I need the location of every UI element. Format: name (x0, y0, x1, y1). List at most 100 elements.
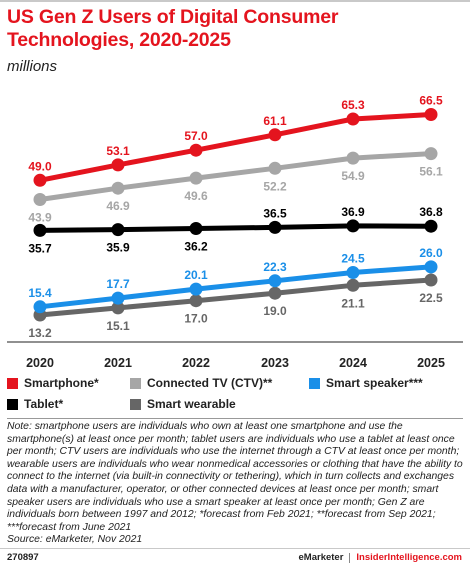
legend-swatch-smart-wearable (130, 398, 141, 410)
data-point-smart-speaker-2022 (189, 282, 203, 296)
legend: Smartphone* Connected TV (CTV)** Smart s… (7, 376, 467, 416)
data-label-connected-tv-ctv-2025: 56.1 (419, 165, 443, 179)
legend-swatch-smartphone (7, 377, 18, 389)
data-label-smart-wearable-2022: 17.0 (184, 312, 208, 326)
data-label-tablet-2020: 35.7 (28, 241, 52, 255)
series-line-smart-wearable (37, 277, 434, 318)
legend-label-smartphone: Smartphone* (24, 376, 99, 390)
data-point-smart-speaker-2023 (268, 274, 282, 288)
data-point-connected-tv-ctv-2024 (346, 151, 360, 165)
legend-label-connected-tv: Connected TV (CTV)** (147, 376, 273, 390)
series-line-tablet (37, 223, 434, 233)
data-label-smart-speaker-2020: 15.4 (28, 286, 52, 300)
chart-subtitle: millions (7, 58, 58, 75)
data-point-smartphone-2023 (268, 128, 282, 142)
data-point-tablet-2023 (268, 220, 282, 234)
chart-title: US Gen Z Users of Digital Consumer Techn… (7, 6, 339, 51)
brand-emarketer: eMarketer (298, 552, 344, 563)
data-point-tablet-2025 (424, 219, 438, 233)
data-label-smartphone-2022: 57.0 (184, 129, 208, 143)
data-label-connected-tv-ctv-2022: 49.6 (184, 189, 208, 203)
x-tick-label-2024: 2024 (339, 356, 367, 370)
data-point-tablet-2021 (111, 223, 125, 237)
data-point-connected-tv-ctv-2025 (424, 147, 438, 161)
data-point-tablet-2022 (189, 222, 203, 235)
legend-swatch-tablet (7, 398, 18, 410)
data-point-smartphone-2020 (33, 173, 47, 187)
data-label-connected-tv-ctv-2023: 52.2 (263, 179, 287, 193)
data-label-smart-wearable-2024: 21.1 (341, 296, 365, 310)
notes-block: Note: smartphone users are individuals w… (7, 421, 467, 547)
data-point-tablet-2020 (33, 223, 47, 237)
chart-source: Source: eMarketer, Nov 2021 (7, 534, 143, 546)
data-point-smart-wearable-2021 (111, 301, 125, 315)
data-label-smartphone-2021: 53.1 (106, 144, 130, 158)
data-label-smartphone-2024: 65.3 (341, 98, 365, 112)
legend-item-smart-speaker: Smart speaker*** (309, 376, 423, 390)
legend-item-smartphone: Smartphone* (7, 376, 99, 390)
legend-swatch-connected-tv (130, 377, 141, 389)
data-point-smart-speaker-2025 (424, 260, 438, 274)
legend-label-smart-wearable: Smart wearable (147, 397, 236, 411)
brand-insider-intelligence: InsiderIntelligence.com (356, 552, 462, 563)
x-tick-label-2020: 2020 (26, 356, 54, 370)
notes-divider (7, 418, 463, 419)
data-point-connected-tv-ctv-2023 (268, 161, 282, 175)
data-point-smartphone-2022 (189, 143, 203, 157)
series-line-connected-tv-ctv (37, 151, 434, 202)
data-label-tablet-2022: 36.2 (184, 240, 208, 254)
data-label-smart-wearable-2021: 15.1 (106, 319, 130, 333)
series-line-smartphone (37, 112, 434, 183)
x-tick-label-2022: 2022 (182, 356, 210, 370)
data-point-smart-wearable-2025 (424, 273, 438, 287)
data-label-tablet-2025: 36.8 (419, 205, 443, 219)
top-rule (0, 0, 470, 2)
brand-separator (349, 552, 351, 563)
data-point-smartphone-2025 (424, 108, 438, 121)
series-line-smart-speaker (37, 264, 434, 310)
line-chart: 49.0 53.1 57.0 61.1 65.3 66.5 43.9 46.9 49.6 52.2… (7, 94, 463, 370)
footer-brand: eMarketer InsiderIntelligence.com (299, 552, 462, 563)
data-label-tablet-2023: 36.5 (263, 206, 287, 220)
data-point-connected-tv-ctv-2020 (33, 193, 47, 206)
data-point-connected-tv-ctv-2021 (111, 181, 125, 195)
data-label-smart-wearable-2023: 19.0 (263, 304, 287, 318)
chart-note: Note: smartphone users are individuals w… (7, 421, 463, 533)
data-label-smart-speaker-2024: 24.5 (341, 252, 365, 266)
data-point-smart-wearable-2022 (189, 294, 203, 308)
legend-item-smart-wearable: Smart wearable (130, 397, 236, 411)
data-label-smartphone-2025: 66.5 (419, 94, 443, 108)
x-tick-label-2025: 2025 (417, 356, 445, 370)
data-label-smart-wearable-2025: 22.5 (419, 291, 443, 305)
legend-swatch-smart-speaker (309, 377, 320, 389)
data-label-smart-speaker-2021: 17.7 (106, 277, 130, 291)
legend-label-tablet: Tablet* (24, 397, 64, 411)
data-label-smart-speaker-2022: 20.1 (184, 268, 208, 282)
x-tick-label-2021: 2021 (104, 356, 132, 370)
legend-item-connected-tv: Connected TV (CTV)** (130, 376, 272, 390)
data-label-smart-speaker-2023: 22.3 (263, 260, 287, 274)
data-label-connected-tv-ctv-2021: 46.9 (106, 199, 130, 213)
data-point-smart-speaker-2021 (111, 291, 125, 305)
data-label-smartphone-2023: 61.1 (263, 114, 287, 128)
data-point-smart-speaker-2020 (33, 300, 47, 314)
data-label-tablet-2024: 36.9 (341, 205, 365, 219)
data-label-smart-wearable-2020: 13.2 (28, 326, 52, 340)
data-point-tablet-2024 (346, 219, 360, 233)
data-label-connected-tv-ctv-2024: 54.9 (341, 169, 365, 183)
data-point-smart-wearable-2023 (268, 286, 282, 300)
x-tick-label-2023: 2023 (261, 356, 289, 370)
data-label-smart-speaker-2025: 26.0 (419, 246, 443, 260)
data-point-smartphone-2024 (346, 112, 360, 126)
chart-id: 270897 (7, 552, 39, 563)
data-point-smart-wearable-2024 (346, 278, 360, 292)
footer-divider (0, 548, 470, 549)
data-point-smart-speaker-2024 (346, 266, 360, 279)
data-point-smartphone-2021 (111, 158, 125, 172)
data-label-tablet-2021: 35.9 (106, 241, 130, 255)
data-point-connected-tv-ctv-2022 (189, 171, 203, 185)
legend-label-smart-speaker: Smart speaker*** (326, 376, 423, 390)
data-label-smartphone-2020: 49.0 (28, 159, 52, 173)
legend-item-tablet: Tablet* (7, 397, 63, 411)
data-label-connected-tv-ctv-2020: 43.9 (28, 211, 52, 225)
